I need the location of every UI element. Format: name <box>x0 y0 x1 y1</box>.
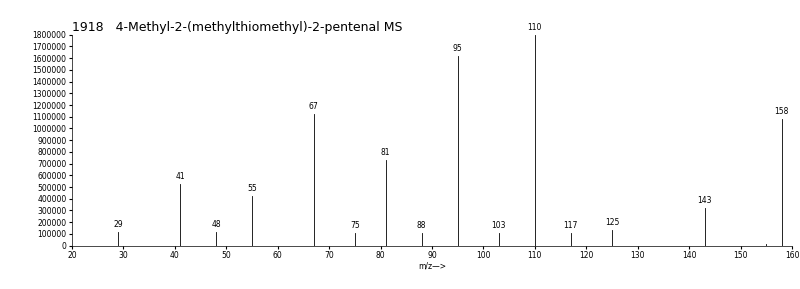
Text: 88: 88 <box>417 221 426 230</box>
Text: 143: 143 <box>698 196 712 205</box>
Text: 81: 81 <box>381 148 390 157</box>
Text: 110: 110 <box>528 23 542 32</box>
Text: 125: 125 <box>605 218 619 227</box>
X-axis label: m/z—>: m/z—> <box>418 262 446 271</box>
Text: 95: 95 <box>453 44 462 53</box>
Text: 29: 29 <box>114 220 123 229</box>
Text: 41: 41 <box>175 172 185 181</box>
Text: 117: 117 <box>564 221 578 230</box>
Text: 55: 55 <box>247 184 257 194</box>
Text: 75: 75 <box>350 221 360 230</box>
Text: 103: 103 <box>492 221 506 230</box>
Text: 67: 67 <box>309 102 318 112</box>
Text: 158: 158 <box>774 107 789 116</box>
Text: 1918   4-Methyl-2-(methylthiomethyl)-2-pentenal MS: 1918 4-Methyl-2-(methylthiomethyl)-2-pen… <box>72 21 402 34</box>
Text: 48: 48 <box>211 220 221 229</box>
